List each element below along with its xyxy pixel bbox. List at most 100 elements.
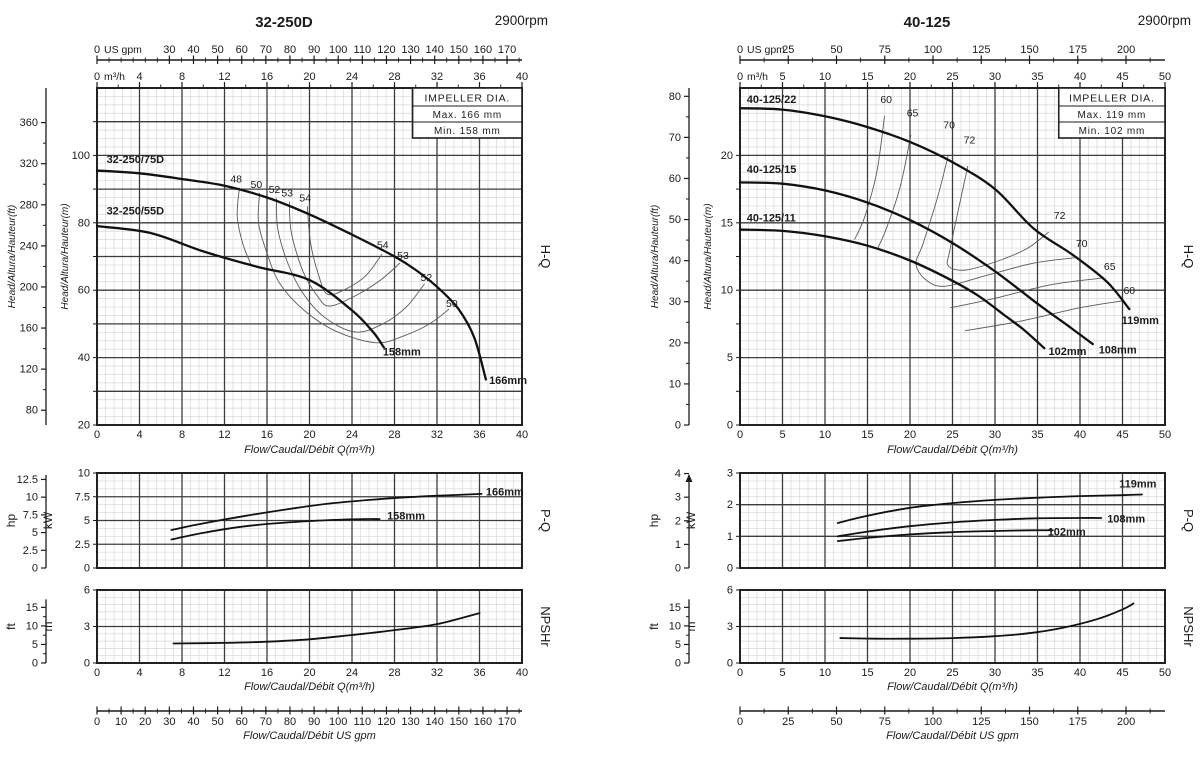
svg-text:10: 10 — [721, 285, 733, 297]
npshr-curve-left — [172, 612, 481, 645]
curve-name-label: 40-125/15 — [747, 164, 797, 176]
svg-text:0: 0 — [94, 667, 100, 679]
npshr-m-unit-right: m — [684, 622, 698, 632]
svg-text:24: 24 — [346, 71, 358, 83]
svg-text:0: 0 — [94, 44, 100, 56]
svg-text:0: 0 — [84, 563, 90, 575]
curve-119mm — [738, 107, 1131, 311]
svg-text:35: 35 — [1031, 429, 1043, 441]
svg-text:5: 5 — [779, 667, 785, 679]
svg-text:12: 12 — [218, 429, 230, 441]
svg-text:0: 0 — [727, 563, 733, 575]
svg-text:0: 0 — [675, 563, 681, 575]
svg-text:40: 40 — [516, 429, 528, 441]
efficiency-label: 65 — [907, 107, 919, 119]
svg-text:160: 160 — [474, 44, 492, 56]
svg-text:60: 60 — [669, 173, 681, 185]
curve-158mm — [95, 225, 386, 349]
svg-text:90: 90 — [308, 716, 320, 728]
svg-text:8: 8 — [179, 667, 185, 679]
impeller-size-label: 158mm — [387, 511, 425, 523]
hq-m-scale-right: 0 5 10 15 20 — [721, 150, 740, 432]
svg-text:100: 100 — [72, 150, 90, 162]
hq-side-label-left: H-Q — [538, 245, 553, 269]
bottom-gpm-axis-left: 0 10 20 30 40 50 60 70 80 90 100 110 120 130 140 150 160… — [94, 706, 522, 742]
svg-text:10: 10 — [819, 429, 831, 441]
svg-text:24: 24 — [346, 429, 358, 441]
efficiency-label: 54 — [377, 239, 389, 251]
svg-text:45: 45 — [1116, 667, 1128, 679]
svg-text:40: 40 — [187, 716, 199, 728]
pq-panel-right: 0 1 2 3 119mm 108mm 102mm 0 1 2 3 4 hp kW P-Q — [647, 468, 1196, 575]
power-hp-axis-right: 0 1 2 3 4 — [675, 468, 693, 575]
svg-text:25: 25 — [782, 716, 794, 728]
head-m-axis-title-right: Head/Altura/Hauteur(m) — [703, 203, 714, 309]
svg-text:8: 8 — [179, 71, 185, 83]
svg-text:32: 32 — [431, 429, 443, 441]
pq-119mm — [836, 493, 1143, 524]
svg-text:125: 125 — [972, 716, 990, 728]
npshr-ft-axis-right: 0 5 10 15 — [669, 599, 690, 670]
hq-curves-right: 40-125/22 119mm 40-125/15 108mm 40-125/11 102… — [738, 94, 1159, 358]
svg-text:10: 10 — [669, 620, 681, 632]
svg-text:12: 12 — [218, 71, 230, 83]
hq-x-axis-label-right: Flow/Caudal/Débit Q(m³/h) — [887, 444, 1018, 456]
svg-text:10: 10 — [115, 716, 127, 728]
svg-text:240: 240 — [20, 240, 38, 252]
efficiency-line — [257, 192, 450, 344]
svg-text:0: 0 — [727, 658, 733, 670]
svg-text:100: 100 — [924, 716, 942, 728]
curve-102mm — [738, 228, 1046, 350]
efficiency-label: 52 — [269, 184, 281, 196]
efficiency-lines-right: 60 65 70 70 72 72 65 60 — [854, 94, 1135, 332]
pq-side-label-right: P-Q — [1181, 509, 1196, 532]
curve-name-label: 40-125/11 — [747, 212, 796, 224]
svg-text:175: 175 — [1069, 716, 1087, 728]
efficiency-label: 65 — [1104, 261, 1116, 273]
efficiency-line — [946, 165, 1049, 271]
svg-text:80: 80 — [26, 405, 38, 417]
svg-text:150: 150 — [450, 716, 468, 728]
top-gpm-unit-right: US gpm — [747, 44, 785, 56]
svg-text:28: 28 — [388, 71, 400, 83]
npshr-ft-unit-right: ft — [647, 623, 661, 630]
svg-text:16: 16 — [261, 429, 273, 441]
efficiency-label: 72 — [1054, 210, 1066, 222]
hq-panel-right: 05101520606570707272656040-125/22119mm40… — [650, 87, 1196, 456]
svg-text:175: 175 — [1069, 44, 1087, 56]
svg-text:35: 35 — [1031, 71, 1043, 83]
efficiency-label: 60 — [1123, 285, 1135, 297]
impeller-size-label: 166mm — [486, 486, 524, 498]
svg-text:0: 0 — [737, 429, 743, 441]
svg-text:170: 170 — [498, 716, 516, 728]
efficiency-line — [288, 201, 401, 307]
impeller-box-max: Max. 166 mm — [433, 110, 502, 121]
impeller-box-max: Max. 119 mm — [1078, 110, 1147, 121]
svg-text:15: 15 — [721, 217, 733, 229]
svg-text:25: 25 — [946, 429, 958, 441]
svg-text:0: 0 — [94, 429, 100, 441]
svg-text:4: 4 — [136, 71, 142, 83]
efficiency-label: 70 — [943, 119, 955, 131]
efficiency-line — [915, 154, 1075, 287]
curve-name-label: 32-250/75D — [107, 154, 165, 166]
impeller-size-label: 108mm — [1099, 345, 1137, 357]
top-gpm-unit-left: US gpm — [104, 44, 142, 56]
efficiency-label: 72 — [964, 134, 976, 146]
top-flow-axes-right: 0 25 50 75 100 125 150 175 200 US gpm 0 5 10 15 20 25 30… — [737, 44, 1171, 88]
svg-text:10: 10 — [669, 378, 681, 390]
svg-text:80: 80 — [284, 716, 296, 728]
pq-166mm — [170, 493, 483, 531]
svg-text:40: 40 — [669, 255, 681, 267]
power-hp-axis-left: 0 2.5 5 7.5 10 12.5 — [17, 474, 47, 575]
svg-text:4: 4 — [675, 468, 681, 480]
efficiency-label: 53 — [397, 250, 409, 262]
svg-text:45: 45 — [1116, 429, 1128, 441]
svg-text:5: 5 — [779, 71, 785, 83]
svg-text:7.5: 7.5 — [75, 491, 90, 503]
chart-rpm-left: 2900rpm — [495, 13, 548, 28]
impeller-box-title: IMPELLER DIA. — [1069, 93, 1155, 105]
